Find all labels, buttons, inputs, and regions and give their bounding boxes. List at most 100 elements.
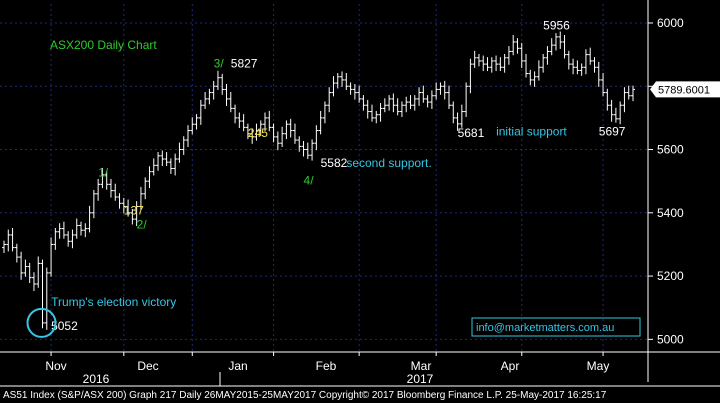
annotation-value: 5052: [51, 319, 78, 333]
ohlc-bar: [481, 55, 486, 72]
ohlc-bar: [391, 93, 396, 113]
ohlc-bar: [408, 95, 413, 110]
ohlc-bar: [138, 186, 143, 211]
ohlc-bar: [562, 35, 567, 59]
ohlc-bar: [181, 136, 186, 155]
chart-title: ASX200 Daily Chart: [50, 38, 157, 52]
ohlc-bar: [344, 72, 349, 91]
ohlc-bar: [455, 112, 460, 131]
ohlc-bar: [511, 35, 516, 56]
ohlc-bar: [147, 166, 152, 189]
ohlc-bar: [168, 158, 173, 174]
ohlc-bar: [10, 227, 15, 252]
ohlc-bar: [541, 53, 546, 73]
ohlc-bar: [79, 221, 84, 236]
ohlc-bar: [494, 55, 499, 72]
y-tick-label: 5600: [657, 143, 684, 157]
ohlc-bar: [134, 201, 139, 227]
annotation-cyan: initial support: [496, 124, 567, 138]
ohlc-bar: [613, 107, 618, 123]
ohlc-bar: [609, 99, 614, 122]
ohlc-bar: [126, 199, 131, 217]
ohlc-bar: [164, 152, 169, 166]
ohlc-bar: [592, 57, 597, 73]
ohlc-bar: [601, 72, 606, 97]
ohlc-bar: [558, 31, 563, 49]
ohlc-bar: [280, 126, 285, 147]
x-year-label: 2016: [83, 372, 110, 386]
y-tick-label: 6000: [657, 16, 684, 30]
ohlc-bar: [438, 82, 443, 95]
ohlc-bar: [70, 229, 75, 249]
annotation-value: 5827: [231, 56, 258, 70]
ohlc-bar: [395, 98, 400, 116]
ohlc-bar: [626, 85, 631, 100]
ohlc-bar: [297, 136, 302, 152]
ohlc-bar: [305, 142, 310, 160]
ohlc-bar: [502, 53, 507, 73]
ohlc-bar: [177, 142, 182, 163]
ohlc-bar: [224, 84, 229, 106]
ohlc-bar: [468, 58, 473, 94]
ohlc-bar: [23, 259, 28, 277]
annotation-value: 5681: [458, 126, 485, 140]
ohlc-bar: [549, 38, 554, 56]
x-axis: Nov Dec Jan Feb Mar Apr May 2016 2017: [45, 352, 609, 386]
y-tick-label: 5000: [657, 332, 684, 346]
ohlc-bar: [382, 98, 387, 113]
ohlc-bar: [318, 110, 323, 135]
ohlc-bar: [404, 96, 409, 113]
annotation-wave: 3/: [214, 56, 225, 70]
ohlc-bar: [434, 82, 439, 100]
price-bars: [2, 31, 635, 330]
x-month-label: Apr: [501, 359, 520, 373]
last-price-label: 5789.6001: [658, 84, 710, 96]
ohlc-bar: [284, 120, 289, 140]
ohlc-bar: [130, 209, 135, 225]
ohlc-bar: [412, 95, 417, 111]
annotation-wave: 2/: [137, 218, 148, 232]
ohlc-bar: [472, 50, 477, 68]
ohlc-bar: [233, 104, 238, 124]
ohlc-bar: [49, 237, 54, 277]
ohlc-bar: [198, 99, 203, 125]
ohlc-bar: [228, 91, 233, 113]
ohlc-bar: [605, 88, 610, 111]
ohlc-bar: [19, 251, 24, 280]
x-month-label: Dec: [137, 359, 158, 373]
ohlc-bar: [215, 70, 220, 91]
annotation-value: 5697: [599, 124, 626, 138]
annotation-value: 5582: [321, 156, 348, 170]
ohlc-bar: [263, 112, 268, 132]
ohlc-bar: [203, 91, 208, 110]
ohlc-bar: [104, 171, 109, 190]
ohlc-bar: [429, 90, 434, 110]
ohlc-bar: [53, 227, 58, 250]
ohlc-bar: [301, 140, 306, 157]
ohlc-bar: [151, 158, 156, 176]
annotation-pullback: 245: [248, 126, 268, 140]
ohlc-bar: [258, 120, 263, 136]
ohlc-bar: [288, 118, 293, 138]
ohlc-bar: [250, 128, 255, 144]
x-month-label: May: [587, 359, 610, 373]
ohlc-bar: [340, 71, 345, 87]
election-circle: [26, 307, 57, 338]
ohlc-bar: [160, 150, 165, 166]
ohlc-bar: [498, 57, 503, 72]
ohlc-bar: [575, 60, 580, 75]
ohlc-bar: [583, 49, 588, 75]
ohlc-bar: [528, 69, 533, 86]
ohlc-bar: [524, 53, 529, 78]
ohlc-bar: [87, 205, 92, 233]
ohlc-bar: [207, 88, 212, 105]
ohlc-bar: [631, 85, 635, 102]
ohlc-bar: [553, 33, 558, 51]
ohlc-bar: [61, 221, 66, 239]
ohlc-bar: [113, 183, 118, 201]
ohlc-bar: [417, 87, 422, 106]
ohlc-bar: [536, 60, 541, 81]
